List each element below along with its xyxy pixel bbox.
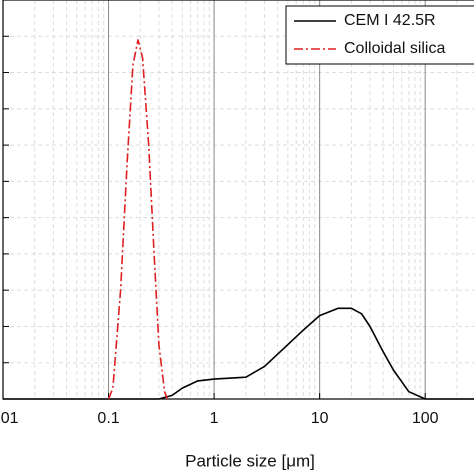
legend-box [285,5,474,65]
line [107,39,169,400]
line [3,307,474,400]
legend-label: CEM I 42.5R [344,12,436,29]
x-tick-label: 1 [210,410,219,427]
x-tick-label: 0.01 [0,410,19,427]
x-tick-label: 0.1 [97,410,119,427]
legend-label: Colloidal silica [344,40,445,57]
x-tick-label: 100 [412,410,439,427]
x-axis-label: Particle size [μm] [185,451,315,470]
x-tick-label: 10 [311,410,329,427]
plot-frame [2,0,474,400]
